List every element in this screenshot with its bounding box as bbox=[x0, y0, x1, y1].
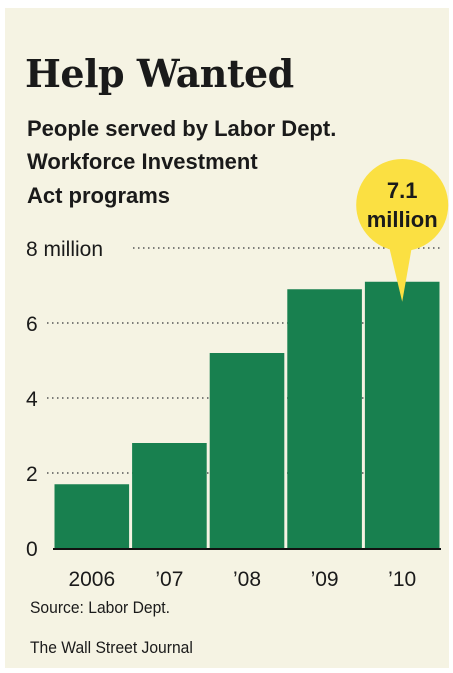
callout-unit: million bbox=[367, 207, 438, 232]
callout-value: 7.1 bbox=[387, 178, 418, 203]
x-tick-label: ’07 bbox=[155, 568, 183, 591]
x-tick-label: ’08 bbox=[233, 568, 261, 591]
y-tick-label: 6 bbox=[26, 313, 38, 336]
y-tick-label: 2 bbox=[26, 463, 38, 486]
x-tick-label: ’10 bbox=[388, 568, 416, 591]
x-tick-label: ’09 bbox=[311, 568, 339, 591]
bar-2 bbox=[210, 353, 285, 548]
y-tick-label: 8 million bbox=[26, 238, 103, 261]
source-note: Source: Labor Dept. bbox=[30, 598, 170, 618]
callout-bubble bbox=[356, 159, 448, 251]
bar-3 bbox=[287, 289, 362, 548]
publisher-credit: The Wall Street Journal bbox=[30, 638, 193, 658]
x-tick-label: 2006 bbox=[68, 568, 115, 591]
bar-0 bbox=[55, 484, 130, 548]
y-tick-label: 0 bbox=[26, 538, 38, 561]
bar-4 bbox=[365, 282, 440, 548]
bar-1 bbox=[132, 443, 207, 548]
y-tick-label: 4 bbox=[26, 388, 38, 411]
